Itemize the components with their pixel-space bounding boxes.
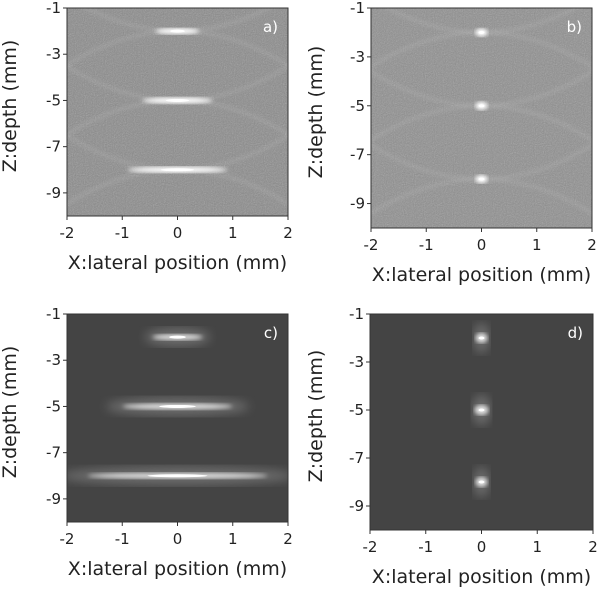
target-core [169,336,186,339]
y-axis-label: Z:depth (mm) [0,40,21,173]
target-core [170,30,185,33]
x-tick-label: 2 [283,224,293,242]
x-tick-label: 2 [587,236,597,254]
y-tick-label: -1 [350,0,365,17]
y-tick-label: -3 [350,48,365,66]
target-core [479,337,485,340]
x-tick-label: -1 [115,224,130,242]
panel-label: a) [263,18,278,36]
x-tick-label: -1 [115,530,130,548]
y-tick-label: -5 [349,401,364,419]
x-tick-label: -1 [419,236,434,254]
target-core [479,481,485,484]
target-core [479,31,485,34]
y-tick-label: -5 [350,97,365,115]
x-tick-label: 0 [173,224,183,242]
y-axis-label: Z:depth (mm) [305,350,327,483]
x-axis-label: X:lateral position (mm) [68,558,287,580]
target-core [166,99,189,102]
x-tick-label: 1 [228,530,238,548]
y-tick-label: -5 [46,91,61,109]
y-axis-label: Z:depth (mm) [305,46,327,179]
y-axis-label: Z:depth (mm) [0,346,21,479]
y-tick-label: -7 [46,444,61,462]
x-tick-label: -2 [60,530,75,548]
y-tick-label: -7 [350,146,365,164]
target-core [161,168,194,171]
x-tick-label: 0 [477,538,487,556]
panel: -2 -1 0 1 2 -1 -3 -5 -7 -9 X:lateral position (mm)… [305,305,598,588]
x-tick-label: 0 [477,236,487,254]
y-tick-label: -1 [349,305,364,323]
speckle [67,8,288,216]
x-tick-label: -1 [418,538,433,556]
x-tick-label: 1 [228,224,238,242]
y-tick-label: -1 [46,0,61,17]
y-tick-label: -9 [349,497,364,515]
x-tick-label: -2 [363,538,378,556]
x-axis-label: X:lateral position (mm) [372,566,591,588]
y-tick-label: -9 [46,490,61,508]
panel-label: d) [568,324,583,342]
target-core [148,474,208,477]
panel-label: b) [567,18,582,36]
target-core [159,405,196,408]
target-core [479,178,485,181]
panel-label: c) [264,324,278,342]
y-tick-label: -1 [46,305,61,323]
panel: -2 -1 0 1 2 -1 -3 -5 -7 -9 X:lateral position (mm)… [305,0,599,286]
y-tick-label: -7 [349,449,364,467]
x-tick-label: 1 [532,538,542,556]
x-tick-label: -2 [364,236,379,254]
x-tick-label: 1 [532,236,542,254]
panel: -2 -1 0 1 2 -1 -3 -5 -7 -9 X:lateral position (mm)… [0,305,295,580]
target-core [479,104,485,107]
y-tick-label: -7 [46,138,61,156]
y-tick-label: -9 [46,184,61,202]
x-tick-label: 2 [588,538,598,556]
panel: -2 -1 0 1 2 -1 -3 -5 -7 -9 X:lateral position (mm)… [0,0,298,274]
x-tick-label: 0 [173,530,183,548]
y-tick-label: -5 [46,397,61,415]
y-tick-label: -3 [46,351,61,369]
x-tick-label: 2 [283,530,293,548]
y-tick-label: -3 [46,45,61,63]
x-axis-label: X:lateral position (mm) [372,264,591,286]
x-tick-label: -2 [60,224,75,242]
target-core [479,409,485,412]
y-tick-label: -3 [349,353,364,371]
x-axis-label: X:lateral position (mm) [68,252,287,274]
y-tick-label: -9 [350,195,365,213]
